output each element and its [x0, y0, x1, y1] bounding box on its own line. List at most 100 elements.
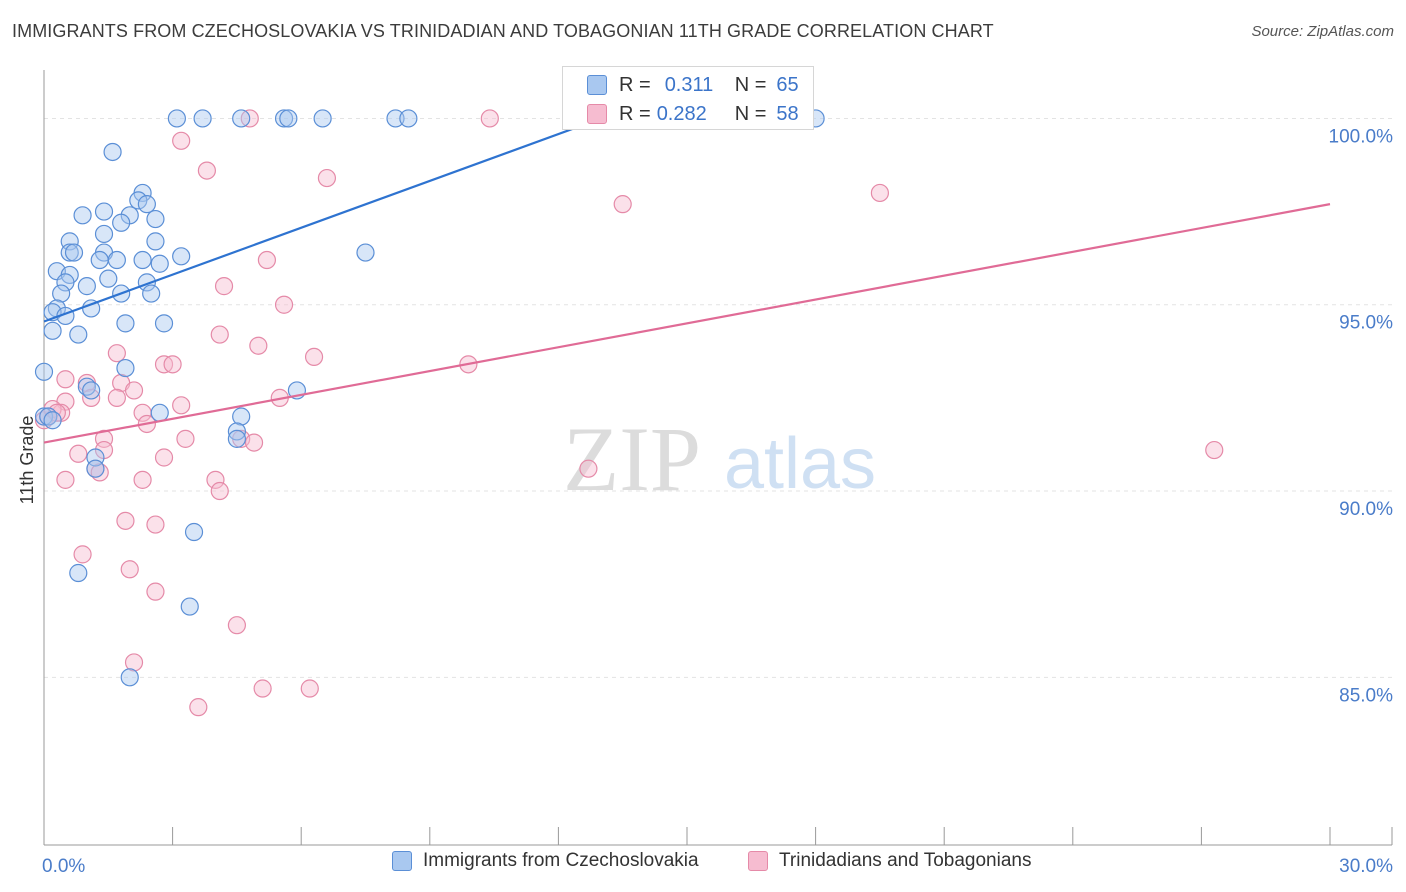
- data-point: [56, 370, 75, 389]
- data-point: [103, 142, 122, 162]
- data-point: [82, 388, 101, 407]
- data-point: [227, 616, 246, 635]
- data-point: [154, 314, 174, 333]
- data-point: [69, 325, 88, 344]
- stats-swatch-blue: [587, 75, 607, 95]
- data-point: [82, 381, 101, 400]
- data-point: [34, 362, 54, 381]
- data-point: [300, 679, 319, 698]
- tick-labels: 100.0% 95.0% 90.0% 85.0% 0.0% 30.0%: [42, 126, 1393, 877]
- stats-r-value: 0.311: [664, 73, 714, 96]
- data-point: [167, 109, 186, 128]
- stats-swatch-pink: [587, 104, 607, 124]
- data-point: [107, 388, 126, 407]
- stats-n-label: N =: [734, 73, 767, 96]
- legend-label: Immigrants from Czechoslovakia: [423, 850, 699, 871]
- data-point: [107, 344, 126, 363]
- data-point: [150, 403, 169, 422]
- legend-swatch-pink: [748, 851, 768, 871]
- y-tick-label: 95.0%: [1339, 313, 1393, 334]
- data-point: [86, 459, 105, 478]
- data-point: [257, 250, 277, 270]
- data-point: [43, 411, 62, 430]
- legend-label: Trinidadians and Tobagonians: [779, 850, 1032, 871]
- stats-row-pink: R = 0.282 N = 58: [587, 99, 799, 129]
- trend-line-pink: [43, 203, 1331, 444]
- data-point: [214, 277, 234, 296]
- x-tick-label: 0.0%: [42, 856, 85, 877]
- data-point: [189, 698, 208, 717]
- chart-title: IMMIGRANTS FROM CZECHOSLOVAKIA VS TRINID…: [12, 21, 994, 41]
- watermark-zip: ZIP: [563, 408, 701, 510]
- data-point: [56, 470, 75, 489]
- trend-line-blue: [43, 117, 602, 323]
- data-point: [73, 206, 92, 225]
- data-point: [193, 109, 212, 128]
- data-point: [176, 429, 195, 448]
- y-axis-label: 11th Grade: [17, 416, 37, 505]
- data-point: [146, 582, 165, 601]
- data-point: [210, 325, 229, 344]
- data-point: [116, 358, 135, 378]
- data-point: [146, 232, 165, 251]
- data-point: [180, 597, 199, 616]
- data-point: [870, 183, 890, 203]
- data-point: [274, 109, 294, 128]
- stats-r-value: 0.282: [656, 102, 707, 125]
- data-point: [116, 511, 135, 530]
- data-point: [154, 448, 174, 467]
- data-point: [227, 422, 246, 441]
- data-point: [249, 336, 268, 355]
- data-point: [69, 563, 88, 583]
- stats-r-label: R =: [619, 73, 651, 96]
- data-point: [77, 277, 96, 296]
- data-point: [137, 195, 156, 214]
- data-point: [184, 522, 204, 542]
- data-point: [124, 653, 144, 672]
- data-point: [146, 515, 165, 534]
- data-point: [73, 545, 92, 564]
- data-point: [133, 250, 152, 270]
- data-point: [133, 470, 152, 489]
- data-point: [399, 109, 418, 128]
- data-point: [244, 433, 264, 452]
- data-point: [232, 109, 251, 128]
- data-point: [146, 209, 165, 229]
- data-point: [317, 168, 337, 188]
- data-point: [112, 213, 131, 232]
- data-point: [480, 109, 499, 128]
- data-point: [274, 295, 294, 314]
- data-point: [386, 109, 405, 128]
- data-point: [150, 254, 169, 273]
- data-point: [356, 243, 375, 262]
- data-point: [232, 407, 251, 426]
- data-point: [90, 250, 109, 270]
- watermark-atlas: atlas: [724, 424, 876, 504]
- watermark: ZIP atlas: [563, 408, 876, 510]
- data-point: [279, 109, 298, 128]
- data-point: [313, 109, 332, 128]
- data-point: [613, 195, 632, 214]
- data-point: [253, 679, 272, 698]
- trend-lines: [43, 117, 1331, 444]
- data-point: [227, 429, 246, 448]
- legend-item-czechoslovakia[interactable]: Immigrants from Czechoslovakia: [392, 850, 699, 872]
- legend-item-trinidad[interactable]: Trinidadians and Tobagonians: [748, 850, 1031, 872]
- data-point: [107, 250, 126, 270]
- data-point: [99, 269, 118, 288]
- axes: [43, 70, 1393, 846]
- data-point: [172, 396, 191, 415]
- stats-n-value: 65: [776, 73, 799, 96]
- data-point: [579, 459, 598, 478]
- data-point: [163, 355, 182, 374]
- data-point: [206, 470, 225, 489]
- data-point: [94, 224, 114, 244]
- data-point: [64, 243, 84, 262]
- data-point: [172, 131, 191, 150]
- data-point: [60, 243, 79, 262]
- stats-row-blue: R = 0.311 N = 65: [587, 70, 799, 100]
- y-tick-label: 100.0%: [1329, 126, 1394, 147]
- data-point: [43, 321, 62, 340]
- stats-n-label: N =: [734, 102, 767, 125]
